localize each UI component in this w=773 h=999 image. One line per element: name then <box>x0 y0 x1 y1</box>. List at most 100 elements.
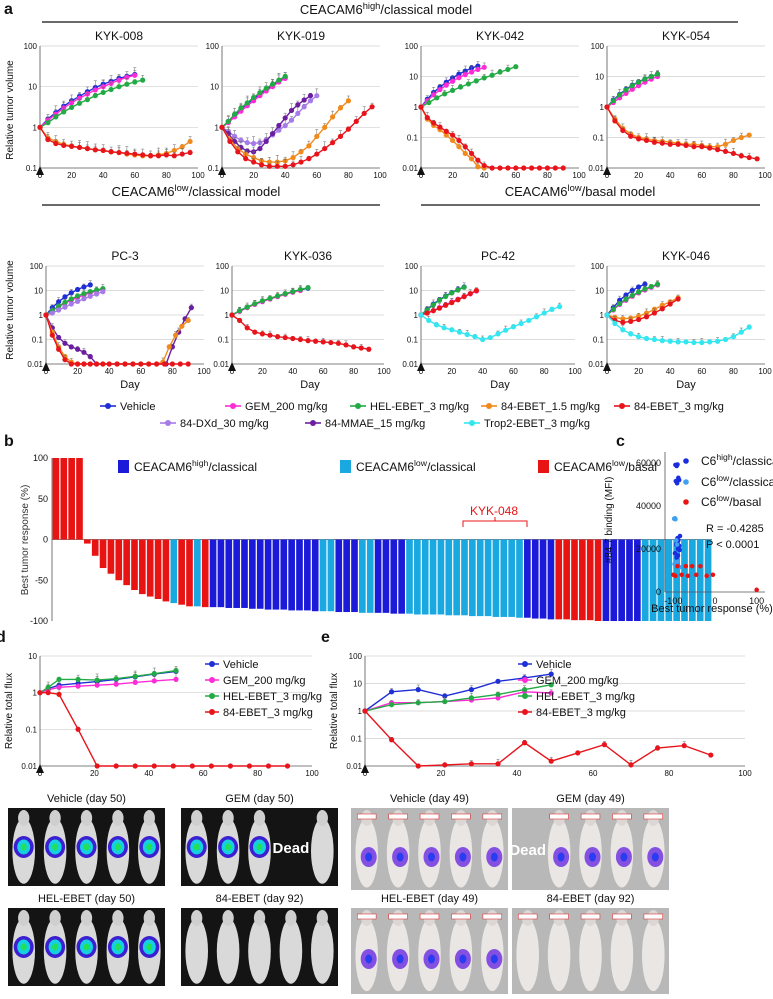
data-point <box>87 293 93 299</box>
data-point <box>284 763 291 769</box>
bar <box>618 539 625 621</box>
legend-label-b-prefix: CEACAM6 <box>554 460 612 474</box>
x-tick-label: 0 <box>363 769 368 778</box>
series-line-GEM_200 mg/kg <box>364 691 552 712</box>
legend-label: 84-DXd_30 mg/kg <box>180 418 269 430</box>
y-tick-label: 1 <box>600 103 605 112</box>
signal-core <box>490 852 498 862</box>
data-point <box>552 165 558 171</box>
y-tick-label: 1 <box>600 311 605 320</box>
data-point <box>173 667 179 674</box>
bar <box>524 539 531 618</box>
data-point <box>424 310 430 316</box>
data-point <box>185 317 191 324</box>
mouse-photo-d1: GEM (day 50) Dead <box>181 793 338 886</box>
data-point <box>301 104 307 110</box>
legend-marker <box>469 420 475 426</box>
data-point <box>533 314 540 320</box>
x-tick-label: 100 <box>305 769 319 778</box>
bar <box>296 539 303 611</box>
mouse-body <box>610 918 634 992</box>
bar <box>249 539 256 609</box>
data-point <box>659 306 665 312</box>
data-point <box>513 64 519 70</box>
data-point <box>549 306 555 312</box>
signal-core <box>396 852 404 862</box>
data-point <box>667 301 673 307</box>
x-tick-label: -100 <box>664 596 682 606</box>
group-header-low-basal: CEACAM6low/basal model <box>505 183 656 199</box>
data-point <box>642 286 648 292</box>
data-point <box>430 308 436 314</box>
data-point <box>707 145 713 151</box>
data-point <box>628 762 634 768</box>
x-tick-label: 100 <box>738 769 752 778</box>
legend-marker <box>683 479 689 485</box>
data-point <box>61 142 67 148</box>
bar <box>280 539 288 610</box>
signal-core <box>225 843 232 851</box>
bar <box>107 539 115 574</box>
y-tick-label: 1 <box>33 689 38 698</box>
data-point <box>636 79 642 85</box>
data-point <box>45 690 51 696</box>
scatter-point <box>683 563 689 569</box>
bar <box>665 539 673 621</box>
data-point <box>258 162 265 168</box>
y-tick-label: 1 <box>414 103 419 112</box>
y-tick-label: 100 <box>30 262 44 271</box>
data-point <box>529 165 535 171</box>
x-tick-label: 40 <box>281 171 290 180</box>
legend-label: HEL-EBET_3 mg/kg <box>223 691 322 703</box>
data-point <box>643 137 650 144</box>
data-point <box>282 115 288 121</box>
data-point <box>266 159 272 165</box>
data-point <box>81 290 87 297</box>
signal-core <box>651 852 659 862</box>
mouse-body <box>310 918 334 984</box>
data-point <box>124 150 130 156</box>
mouse-photo-e0: Vehicle (day 49) <box>351 793 508 890</box>
data-point <box>68 344 74 350</box>
bar <box>91 539 99 556</box>
bar <box>602 539 610 621</box>
data-point <box>69 143 75 149</box>
data-point <box>290 289 296 295</box>
data-point <box>629 86 635 92</box>
bar <box>186 539 193 607</box>
data-point <box>113 681 119 687</box>
legend-label: Vehicle <box>223 659 258 671</box>
series-line-Vehicle <box>420 65 479 108</box>
data-point <box>497 69 503 75</box>
data-point <box>430 302 436 308</box>
scatter-point <box>674 480 680 486</box>
data-point <box>620 319 626 325</box>
data-point <box>522 687 528 693</box>
bar <box>704 539 712 621</box>
data-point <box>575 750 581 756</box>
y-tick-label: 100 <box>216 262 230 271</box>
data-point <box>481 162 487 169</box>
data-point <box>45 684 51 690</box>
data-point <box>276 127 282 133</box>
data-point <box>288 107 295 114</box>
data-point <box>251 155 257 161</box>
signal-core <box>256 843 263 851</box>
data-point <box>683 142 689 149</box>
x-tick-label: 80 <box>162 171 171 180</box>
bar <box>170 539 178 604</box>
legend-label: HEL-EBET_3 mg/kg <box>536 691 635 703</box>
data-point <box>610 306 616 312</box>
data-point <box>56 676 62 683</box>
signal-core <box>490 954 498 964</box>
data-point <box>738 134 744 141</box>
y-tick-label: 0.01 <box>21 762 37 771</box>
legend-label: GEM_200 mg/kg <box>536 675 619 687</box>
data-point <box>237 317 243 324</box>
y-tick-label: 0 <box>656 587 661 597</box>
x-tick-label: 100 <box>373 171 387 180</box>
scatter-point <box>693 572 699 578</box>
y-axis-label: Relative tumor volume <box>5 60 16 160</box>
data-point <box>654 71 661 77</box>
